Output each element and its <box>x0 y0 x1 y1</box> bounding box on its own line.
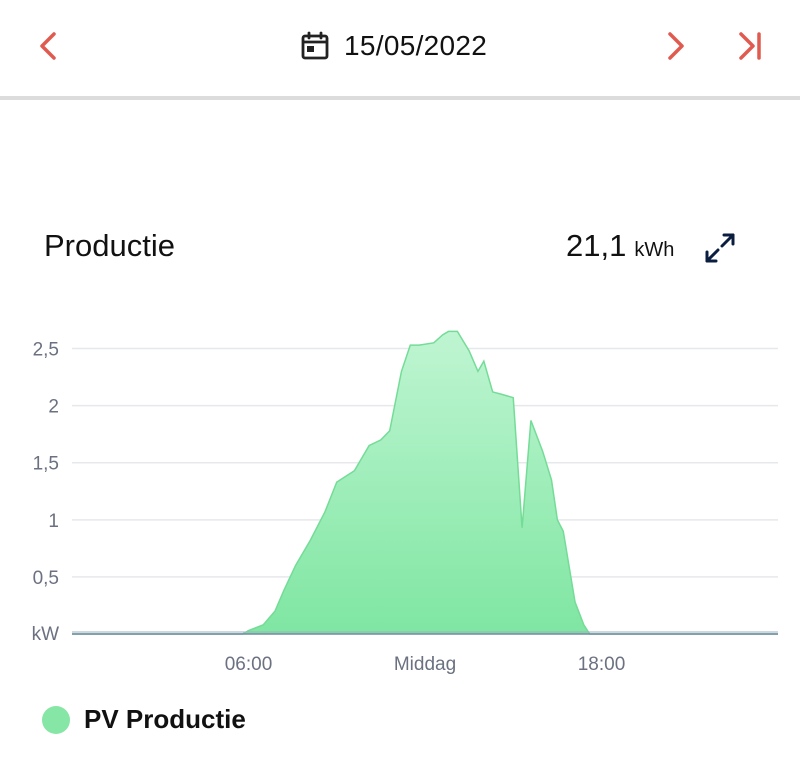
next-day-button[interactable] <box>656 26 696 66</box>
total-production: 21,1 kWh <box>566 228 674 264</box>
y-tick-label-4: 2,5 <box>33 340 59 361</box>
x-tick-label-1: Middag <box>394 654 456 675</box>
expand-icon <box>705 233 735 263</box>
y-tick-label-2: 1,5 <box>33 454 59 475</box>
date-picker[interactable]: 15/05/2022 <box>300 28 487 64</box>
x-tick-label-0: 06:00 <box>225 654 273 675</box>
total-value: 21,1 <box>566 228 627 263</box>
expand-button[interactable] <box>702 230 738 266</box>
production-chart: 0,5 1 1,5 2 2,5 kW 06:00 Middag 18:00 <box>32 330 778 675</box>
series-area-pv-productie <box>72 331 778 634</box>
top-bar: 15/05/2022 <box>0 0 800 96</box>
skip-to-end-icon <box>739 32 761 60</box>
top-bar-divider <box>0 96 800 100</box>
card-title: Productie <box>44 228 175 263</box>
chevron-left-icon <box>40 32 56 60</box>
y-tick-label-3: 2 <box>48 397 59 418</box>
legend-color-swatch <box>42 705 70 734</box>
chart-legend: PV Productie <box>42 704 246 735</box>
chevron-right-icon <box>668 32 684 60</box>
x-tick-label-2: 18:00 <box>578 654 626 675</box>
previous-day-button[interactable] <box>28 26 68 66</box>
y-unit-label: kW <box>32 624 60 645</box>
y-tick-label-1: 1 <box>48 511 59 532</box>
total-unit: kWh <box>634 239 675 261</box>
last-day-button[interactable] <box>730 26 770 66</box>
y-tick-label-0: 0,5 <box>33 568 59 589</box>
calendar-icon <box>301 31 329 60</box>
date-label: 15/05/2022 <box>344 30 488 61</box>
legend-label: PV Productie <box>84 704 246 734</box>
